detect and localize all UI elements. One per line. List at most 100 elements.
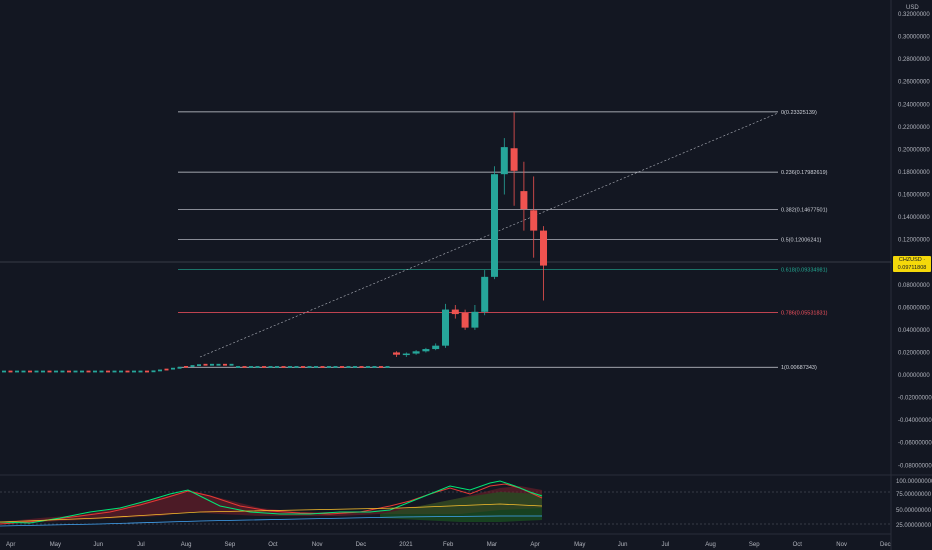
time-tick: May [574, 542, 585, 548]
time-tick: Oct [268, 542, 278, 548]
candle-body[interactable] [520, 191, 528, 210]
time-tick: Aug [705, 542, 716, 548]
history-candle [86, 370, 91, 373]
indicator-line-green [0, 480, 543, 524]
history-candle [67, 370, 71, 373]
history-candle [54, 370, 58, 373]
candle-body[interactable] [451, 309, 459, 315]
price-tick: 0.30000000 [898, 35, 930, 41]
history-candle [216, 363, 221, 366]
candle-body[interactable] [491, 174, 498, 277]
fib-level-label: 0.786(0.05531831) [781, 311, 828, 317]
price-tick: 0.02000000 [898, 350, 930, 356]
history-candle [307, 366, 312, 368]
history-candle [301, 366, 305, 368]
history-candle [2, 370, 6, 373]
price-axis[interactable]: 0.32000000 0.30000000 0.28000000 0.26000000… [898, 12, 932, 469]
time-tick: Sep [749, 542, 760, 548]
time-tick: Aug [181, 542, 192, 548]
history-candle [21, 370, 26, 373]
price-tick: 0.04000000 [898, 328, 930, 334]
price-tick: -0.04000000 [898, 418, 932, 424]
history-candle [197, 364, 201, 367]
history-candle [223, 363, 227, 366]
price-tick: 0.06000000 [898, 305, 930, 311]
history-candle [190, 365, 195, 367]
history-candle [151, 370, 156, 373]
candle-body[interactable] [422, 349, 430, 352]
time-tick: Nov [312, 542, 323, 548]
candle-body[interactable] [432, 345, 440, 350]
history-candle [164, 368, 169, 371]
current-price-badge: CHZUSD · 0.09711808 1d 13:49 [893, 256, 931, 279]
history-candle [47, 370, 52, 373]
history-candle [28, 370, 32, 373]
price-tick: 0.14000000 [898, 215, 930, 221]
indicator-axis[interactable]: 100.00000000 75.00000000 50.00000000 25.000… [896, 479, 932, 529]
history-candle [132, 370, 136, 373]
time-axis[interactable]: Apr May Jun Jul Aug Sep Oct Nov Dec 2021 Feb Mar Apr… [6, 542, 891, 548]
history-candle [106, 370, 110, 373]
price-tick: 0.22000000 [898, 125, 930, 131]
history-candle [125, 370, 130, 373]
history-candle [210, 363, 214, 366]
time-tick: Oct [793, 542, 803, 548]
time-tick: Jul [137, 542, 145, 548]
history-candle [249, 366, 253, 368]
history-candle [34, 370, 39, 373]
history-candle [158, 369, 162, 372]
price-tick: -0.02000000 [898, 396, 932, 402]
history-candle [385, 366, 390, 368]
indicator-pane[interactable] [0, 480, 891, 527]
candle-body[interactable] [510, 148, 518, 171]
history-candle [138, 370, 143, 373]
candle-body[interactable] [481, 276, 489, 312]
indicator-tick: 75.00000000 [896, 492, 932, 498]
history-candle [281, 366, 286, 368]
time-tick: Apr [6, 542, 15, 548]
time-tick: Jul [662, 542, 670, 548]
candle-body[interactable] [402, 353, 410, 356]
time-tick: Jun [93, 542, 103, 548]
history-candle [372, 366, 377, 368]
time-tick: Feb [443, 542, 454, 548]
time-tick: Sep [225, 542, 236, 548]
candle-body[interactable] [393, 352, 400, 355]
history-candle [333, 366, 338, 368]
time-tick: Mar [487, 542, 497, 548]
time-tick: Dec [880, 542, 891, 548]
price-tick: -0.06000000 [898, 441, 932, 447]
fib-level-label: 0.236(0.17982619) [781, 170, 828, 176]
candle-body[interactable] [530, 210, 538, 231]
history-candle [203, 363, 208, 366]
candle-body[interactable] [461, 312, 469, 328]
fib-level-label: 0.382(0.14677501) [781, 207, 828, 213]
indicator-tick: 25.00000000 [896, 523, 932, 529]
history-candle [314, 366, 318, 368]
current-price-badge-line1: CHZUSD · 0.09711808 [897, 257, 927, 271]
candle-body[interactable] [540, 230, 547, 266]
history-candle [288, 366, 292, 368]
history-candle [184, 366, 188, 368]
fib-level-label: 0.618(0.09334981) [781, 268, 828, 274]
time-tick: Apr [530, 542, 539, 548]
history-candle [366, 366, 370, 368]
price-tick: 0.16000000 [898, 193, 930, 199]
price-tick: 0.08000000 [898, 283, 930, 289]
time-tick: Dec [356, 542, 367, 548]
history-candle [379, 366, 383, 368]
history-candle [229, 363, 234, 366]
candle-body[interactable] [500, 147, 508, 175]
candle-body[interactable] [442, 309, 449, 346]
history-candle [327, 366, 331, 368]
indicator-tick: 50.00000000 [896, 508, 932, 514]
price-tick: 0.28000000 [898, 57, 930, 63]
candle-body[interactable] [471, 311, 479, 328]
candles[interactable] [393, 112, 547, 357]
price-tick: 0.26000000 [898, 80, 930, 86]
time-tick: May [50, 542, 61, 548]
history-candle [177, 366, 182, 369]
candle-body[interactable] [412, 351, 420, 354]
trend-line[interactable] [199, 112, 779, 358]
